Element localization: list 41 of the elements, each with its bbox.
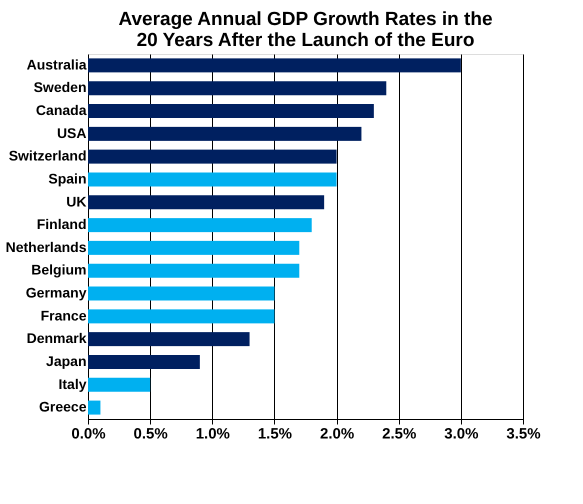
- y-tick-label: Spain: [48, 170, 86, 186]
- bar: [88, 354, 200, 369]
- y-tick-label: Belgium: [31, 262, 86, 278]
- y-tick-label: Australia: [26, 56, 87, 72]
- x-tick-label: 2.0%: [320, 426, 354, 442]
- bar: [88, 150, 337, 164]
- y-tick-label: Canada: [36, 102, 87, 118]
- bar: [88, 81, 386, 96]
- y-tick-label: Sweden: [34, 79, 86, 96]
- x-tick-label: 1.0%: [196, 426, 230, 442]
- bar: [88, 264, 300, 278]
- chart-title: Average Annual GDP Growth Rates in the 20 Years After the Launch of the Euro: [118, 9, 493, 51]
- bar: [88, 218, 312, 232]
- bar: [88, 58, 461, 72]
- y-tick-label: USA: [56, 124, 86, 141]
- x-tick-label: 3.0%: [444, 426, 478, 442]
- bar: [88, 332, 250, 346]
- y-tick-label: Japan: [46, 352, 86, 369]
- bar: [88, 126, 362, 141]
- bar: [88, 240, 300, 255]
- bar: [88, 172, 337, 186]
- y-tick-label: France: [40, 307, 87, 324]
- y-tick-label: Germany: [26, 284, 87, 301]
- x-tick-label: 0.0%: [71, 426, 106, 442]
- y-tick-label: Netherlands: [6, 238, 87, 255]
- y-tick-label: Italy: [58, 376, 87, 392]
- x-tick-label: 2.5%: [382, 426, 416, 442]
- y-tick-label: UK: [66, 193, 86, 210]
- bar: [88, 309, 274, 324]
- y-tick-label: Switzerland: [8, 148, 86, 164]
- y-tick-label: Greece: [39, 398, 87, 415]
- bar: [88, 286, 274, 301]
- y-tick-label: Denmark: [26, 330, 87, 346]
- x-tick-label: 1.5%: [258, 426, 292, 442]
- y-tick-label: Finland: [36, 216, 86, 232]
- bar: [88, 378, 150, 392]
- bar: [88, 400, 100, 415]
- bar: [88, 104, 374, 118]
- x-tick-label: 3.5%: [506, 426, 541, 442]
- x-tick-label: 0.5%: [134, 426, 168, 442]
- bar: [88, 195, 324, 210]
